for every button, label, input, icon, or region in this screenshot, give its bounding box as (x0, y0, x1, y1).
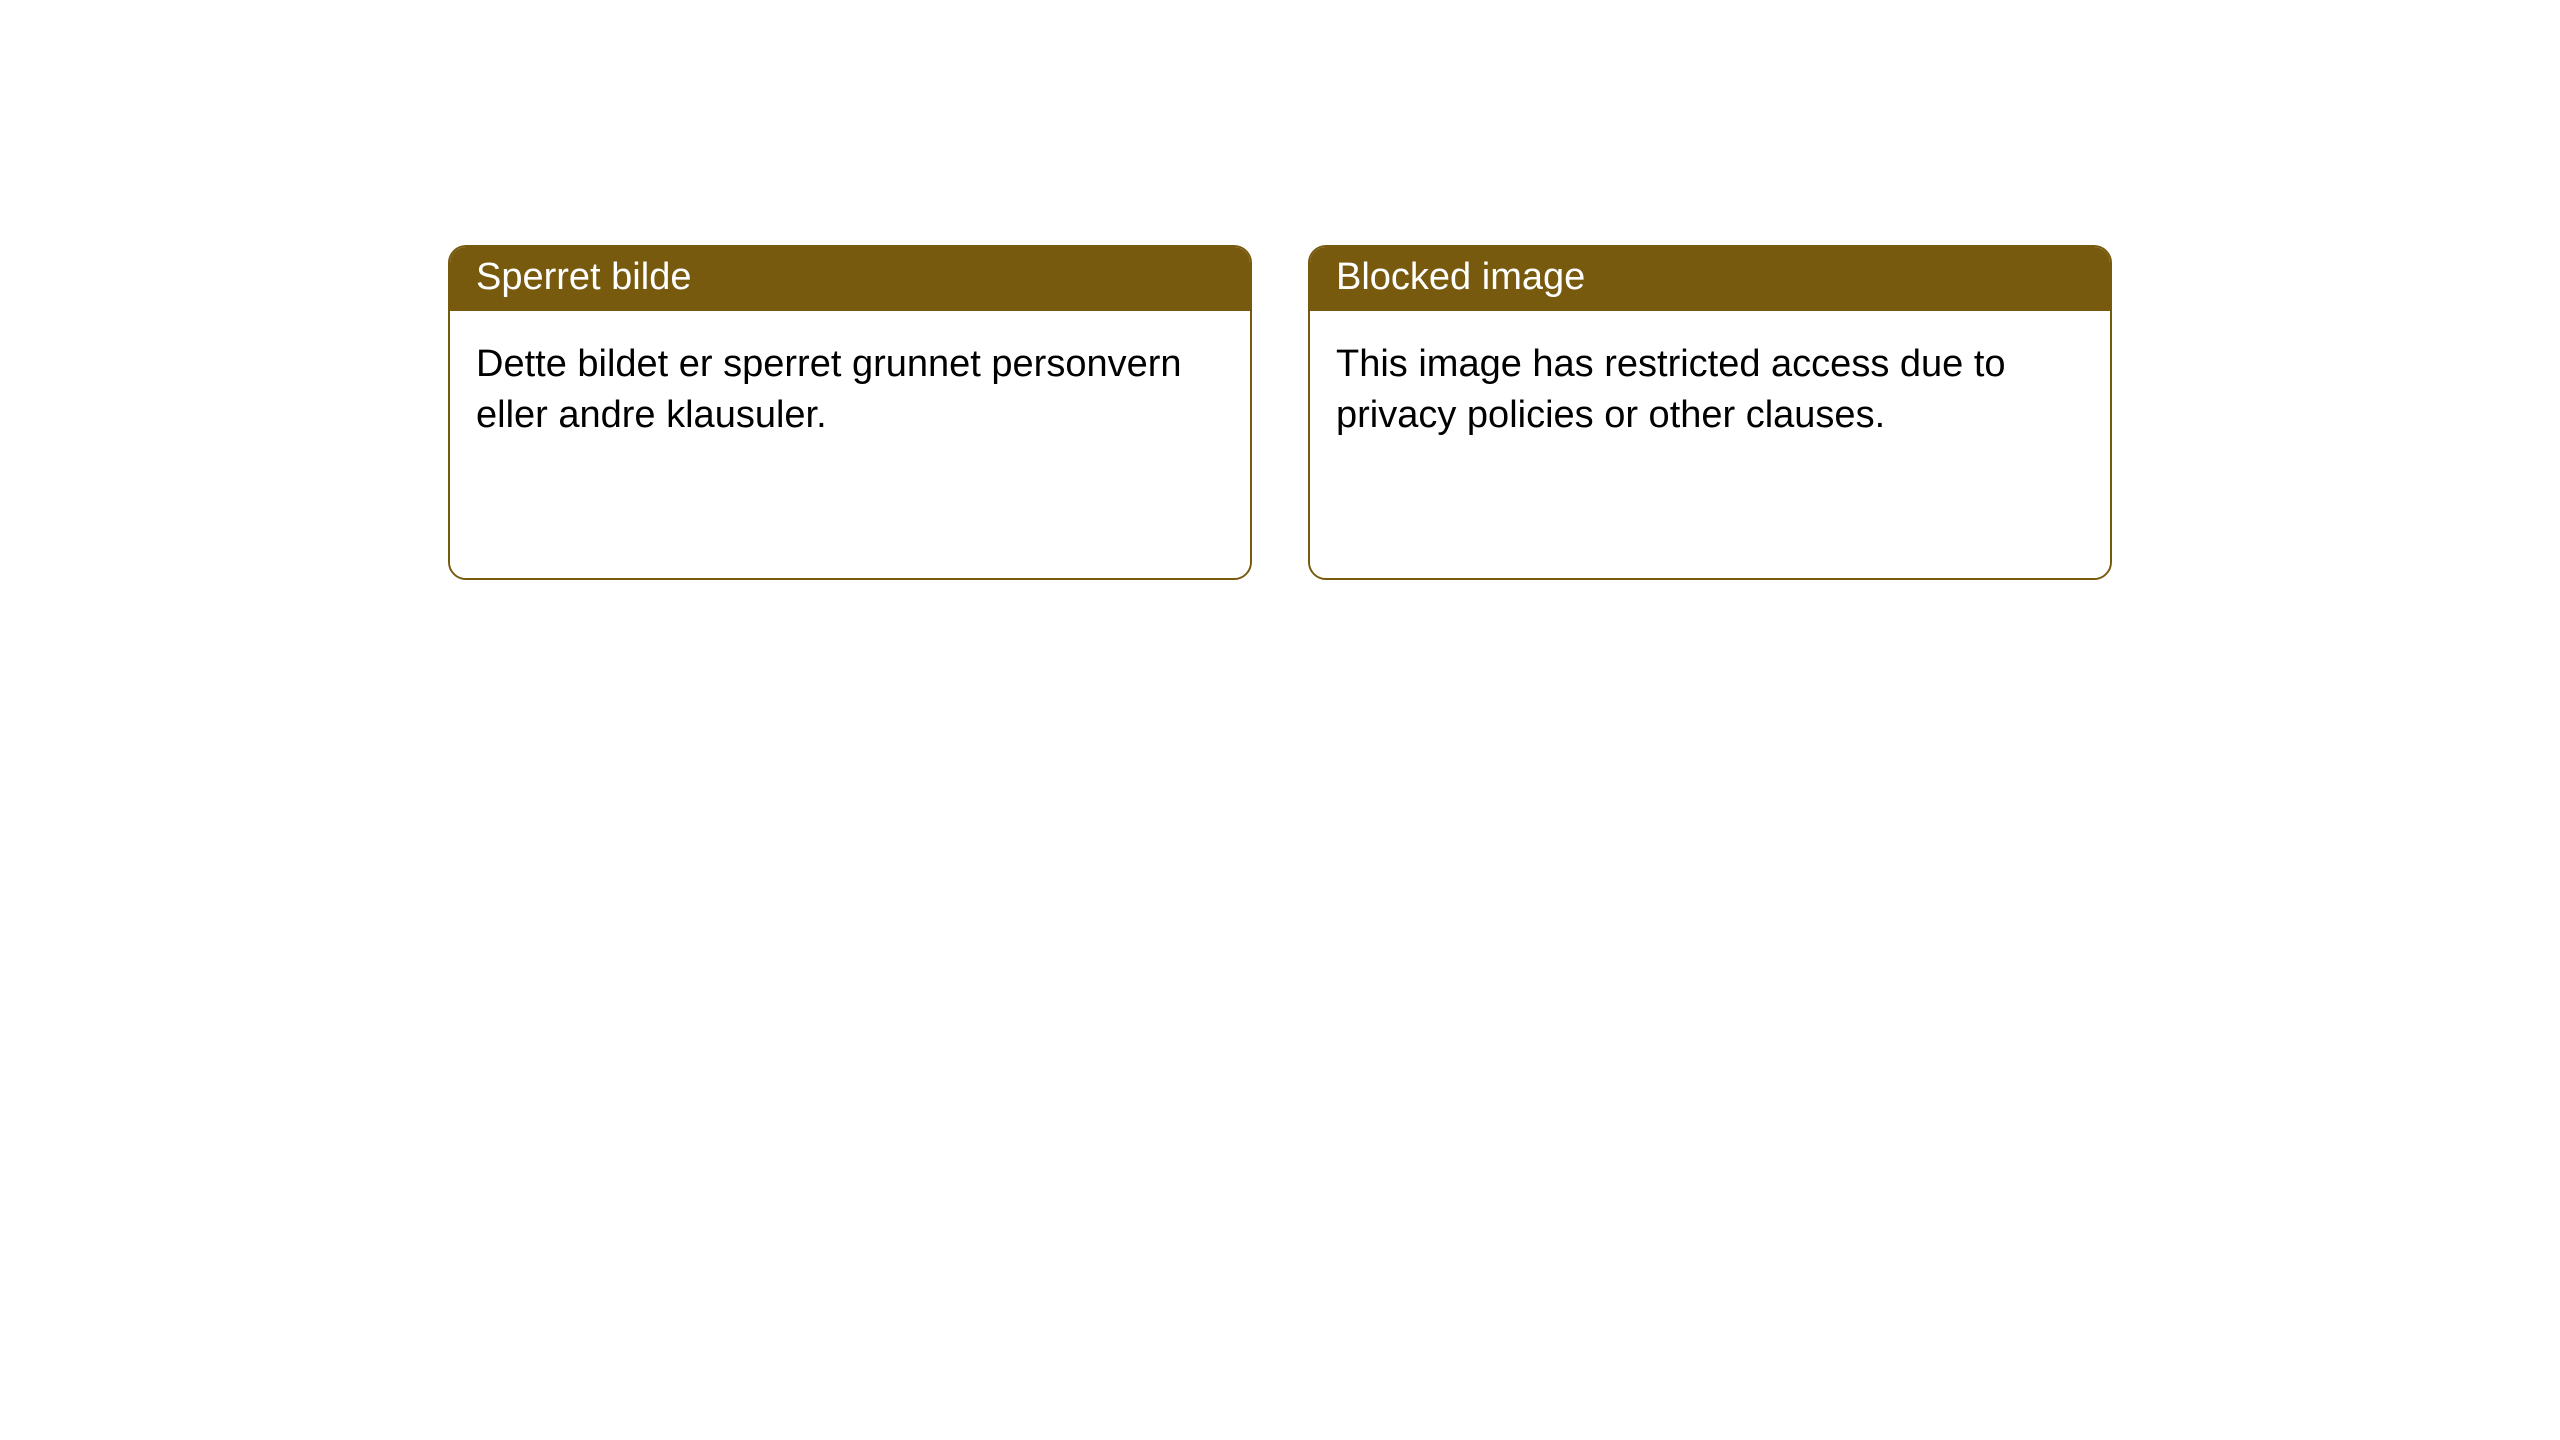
card-header-left: Sperret bilde (450, 247, 1250, 311)
notice-container: Sperret bilde Dette bildet er sperret gr… (0, 0, 2560, 580)
card-body-left: Dette bildet er sperret grunnet personve… (450, 311, 1250, 579)
notice-card-left: Sperret bilde Dette bildet er sperret gr… (448, 245, 1252, 580)
card-body-right: This image has restricted access due to … (1310, 311, 2110, 579)
notice-card-right: Blocked image This image has restricted … (1308, 245, 2112, 580)
card-header-right: Blocked image (1310, 247, 2110, 311)
